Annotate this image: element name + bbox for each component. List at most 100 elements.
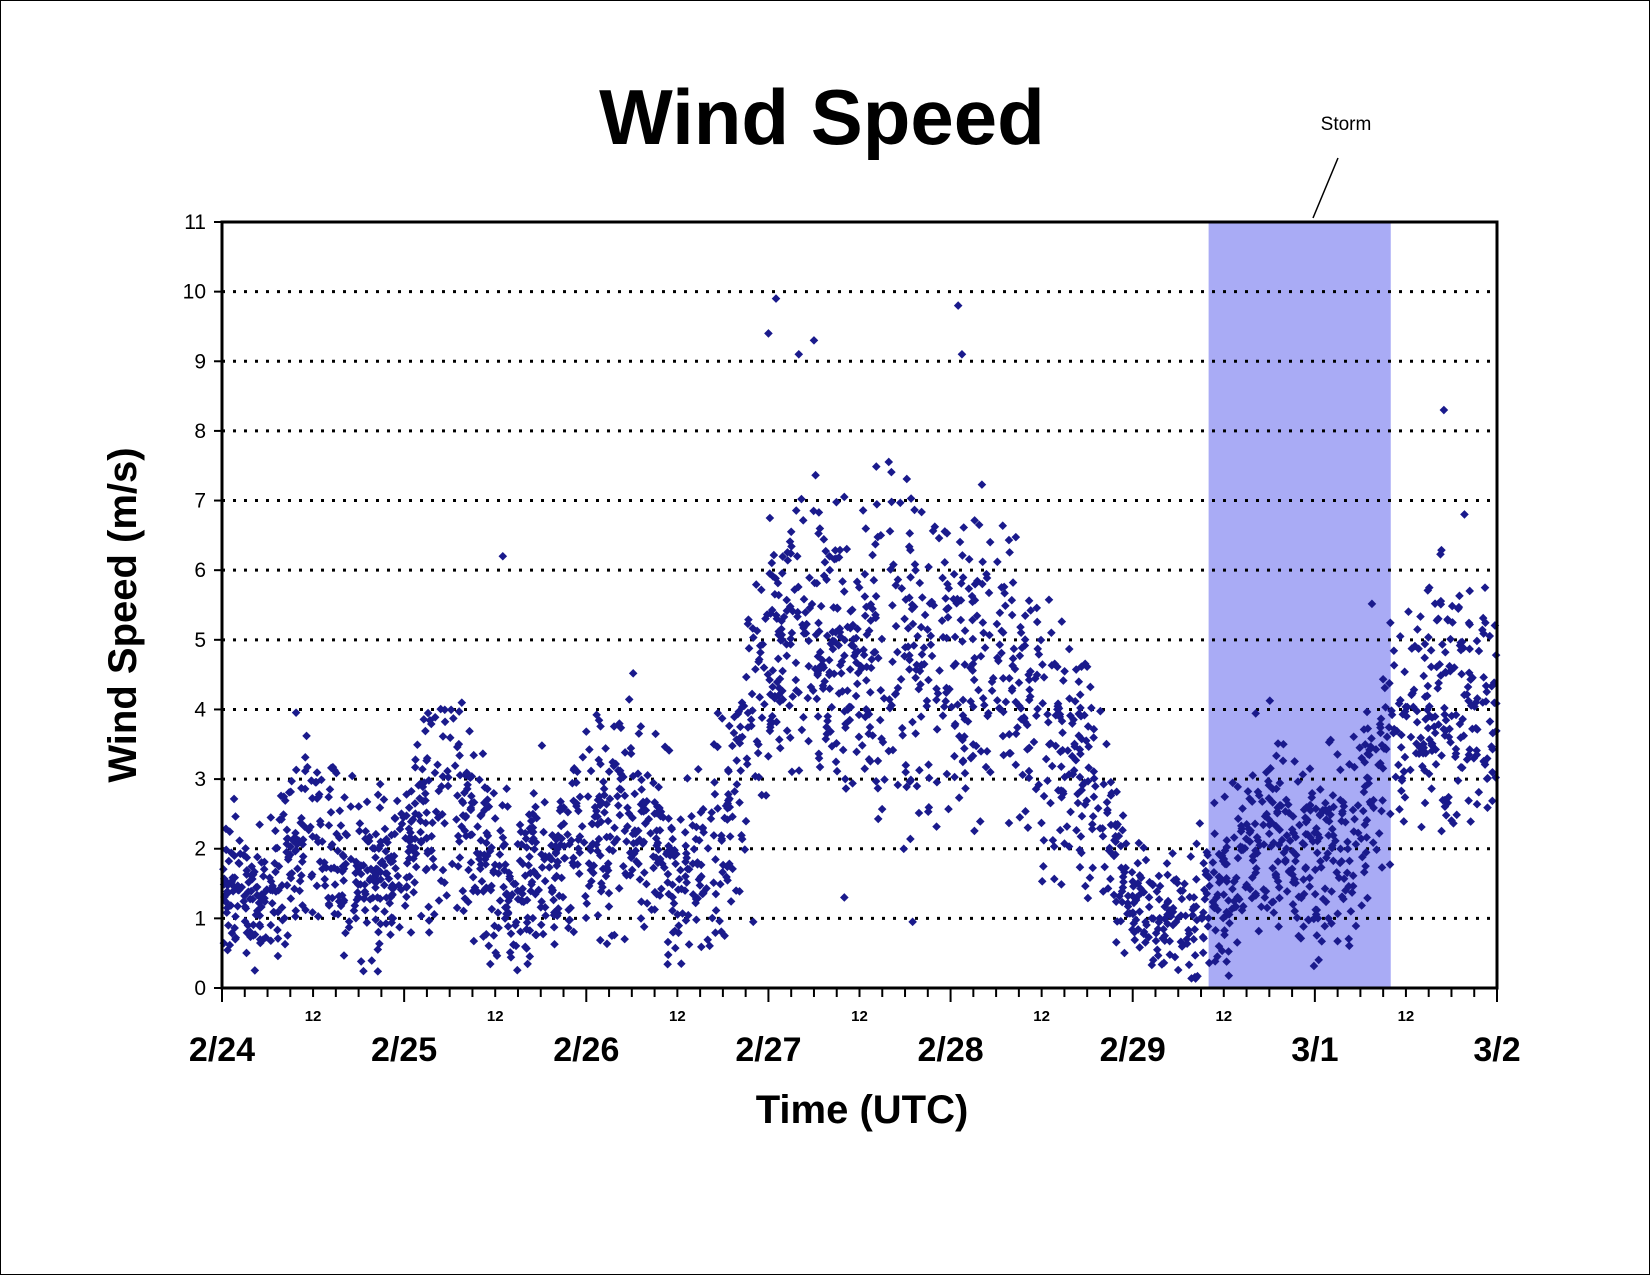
data-point [799, 712, 808, 722]
data-point [1123, 909, 1132, 919]
data-point [1247, 797, 1257, 806]
data-point [387, 883, 396, 893]
data-point [1440, 802, 1450, 811]
data-point [1478, 613, 1488, 623]
data-point [799, 594, 809, 604]
data-point [978, 693, 988, 703]
data-point [674, 874, 684, 884]
data-point [1134, 838, 1144, 848]
data-point [257, 858, 266, 867]
data-point [477, 877, 487, 886]
data-point [410, 799, 420, 808]
data-point [703, 844, 713, 853]
data-point-outlier [771, 294, 781, 303]
data-point [375, 939, 384, 949]
data-point [775, 743, 785, 753]
y-tick-label: 9 [194, 350, 206, 373]
data-point [1447, 601, 1457, 611]
data-point [619, 861, 628, 871]
data-point [226, 901, 236, 910]
data-point [465, 726, 474, 736]
data-point [1005, 548, 1014, 557]
data-point [767, 605, 777, 615]
data-point [849, 642, 858, 651]
data-point [1355, 743, 1365, 753]
data-point [1115, 891, 1124, 901]
data-point [1233, 782, 1243, 792]
data-point [1281, 857, 1290, 867]
data-point [824, 655, 834, 665]
data-point [581, 727, 591, 736]
data-point [901, 767, 910, 777]
data-point [267, 898, 277, 908]
data-point [429, 862, 439, 872]
data-point [749, 633, 758, 642]
data-point [600, 790, 609, 800]
data-point [291, 708, 301, 717]
data-point [676, 815, 685, 824]
data-point [424, 902, 433, 912]
data-point [770, 693, 779, 703]
data-point [397, 819, 407, 829]
data-point [759, 663, 769, 672]
data-point [426, 719, 436, 729]
data-point [418, 764, 427, 774]
data-point [1322, 807, 1332, 816]
data-point [723, 862, 732, 872]
data-point [250, 966, 260, 975]
data-point [292, 840, 302, 849]
data-point [741, 816, 751, 826]
data-point [454, 739, 464, 749]
data-point [489, 931, 499, 940]
data-point [1298, 838, 1308, 848]
data-point [711, 855, 720, 864]
data-point [1348, 881, 1358, 891]
data-point [688, 859, 698, 868]
data-point [1441, 667, 1450, 677]
data-point [537, 863, 547, 872]
data-point [1264, 829, 1274, 839]
data-point [371, 904, 380, 913]
data-point [1176, 937, 1186, 947]
data-point [1177, 894, 1187, 904]
data-point [635, 835, 644, 845]
data-point [1004, 818, 1014, 828]
data-point [1031, 784, 1041, 794]
data-point [751, 664, 760, 674]
data-point [295, 876, 305, 886]
data-point [1305, 873, 1314, 883]
data-point [1259, 820, 1268, 830]
data-point [1309, 914, 1319, 924]
data-point [1427, 741, 1437, 750]
data-point [958, 637, 967, 646]
data-point [634, 729, 644, 738]
data-point [1078, 780, 1087, 790]
data-point [1407, 644, 1417, 653]
data-point [285, 870, 295, 879]
data-point [485, 846, 495, 856]
data-point [676, 865, 685, 875]
data-point [937, 616, 947, 626]
data-point [653, 802, 662, 811]
data-point [540, 876, 550, 886]
data-point [1058, 728, 1067, 738]
data-point [980, 700, 989, 710]
data-point [1233, 814, 1243, 824]
data-point [887, 467, 896, 477]
data-point [1474, 646, 1484, 656]
data-point [1257, 797, 1267, 806]
data-point [730, 712, 739, 722]
data-point [1266, 764, 1275, 773]
data-point [224, 856, 234, 866]
data-point [1189, 893, 1199, 902]
data-point [752, 626, 762, 636]
data-point [1064, 842, 1074, 851]
data-point [972, 611, 982, 621]
data-point [1376, 714, 1386, 724]
data-point [1311, 804, 1321, 814]
data-point [523, 913, 532, 923]
data-point [563, 807, 573, 817]
data-point [560, 853, 570, 863]
data-point [863, 706, 872, 716]
data-point [1100, 862, 1109, 872]
